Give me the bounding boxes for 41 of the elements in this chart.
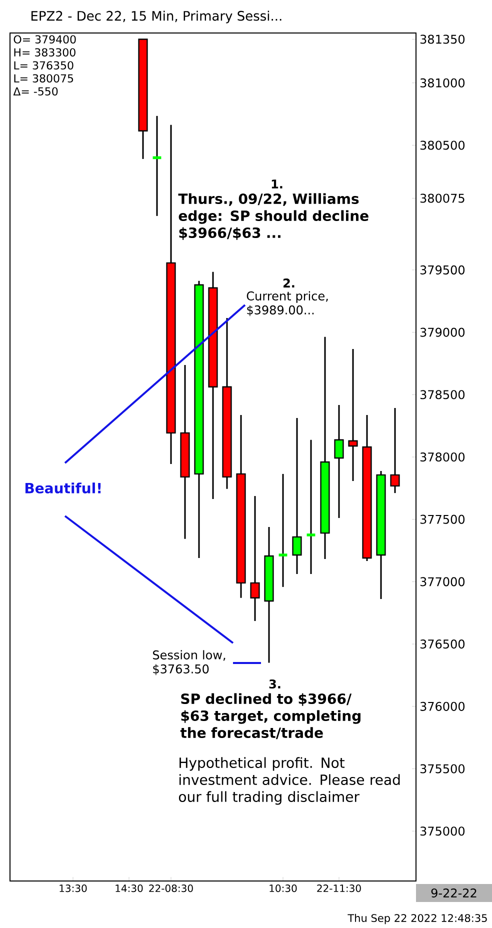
y-tick-label: 380500 <box>420 140 465 150</box>
annotation: L= 380075 <box>14 74 74 83</box>
x-tick-label: 10:30 <box>270 884 297 892</box>
x-tick-label: 14:30 <box>116 884 143 892</box>
y-tick-label: 381000 <box>420 78 465 88</box>
annotation: Session low, $3763.50 <box>152 650 226 676</box>
annotation: SP declined to $3966/ $63 target, completing the forecast/trade <box>180 693 360 740</box>
x-tick-label: 13:30 <box>60 884 87 892</box>
y-tick-label: 381350 <box>420 34 465 44</box>
y-tick-label: 375500 <box>420 764 465 774</box>
candlestick <box>292 417 302 575</box>
annotation: Current price, $3989.00... <box>246 291 328 316</box>
y-tick-label: 379500 <box>420 265 465 274</box>
y-tick-label: 378500 <box>420 390 465 400</box>
y-tick-label: 379000 <box>420 328 465 337</box>
x-tick-label: 22-08:30 <box>149 884 193 892</box>
y-tick-label: 375000 <box>420 826 465 836</box>
annotation: H= 383300 <box>14 48 76 57</box>
candlestick <box>250 495 260 622</box>
y-tick-label: 376000 <box>420 702 465 711</box>
annotation: Hypothetical profit. Not investment advice. Please read our full trading disclaimer <box>178 757 400 805</box>
annotation: O= 379400 <box>14 35 76 44</box>
candlestick <box>390 407 400 494</box>
chart-title: EPZ2 - Dec 22, 15 Min, Primary Sessi... <box>31 10 282 24</box>
annotation: 3. <box>269 679 280 689</box>
y-tick-label: 380075 <box>420 194 464 203</box>
text: Thu Sep 22 2022 12:48:35 <box>348 914 487 924</box>
annotation: L= 376350 <box>14 61 74 70</box>
annotation: 2. <box>283 278 294 288</box>
annotation: 1. <box>272 180 282 188</box>
text: 9-22-22 <box>431 888 476 898</box>
y-tick-label: 377000 <box>420 577 465 586</box>
annotation: Δ= -550 <box>13 87 58 96</box>
candlestick <box>348 348 358 482</box>
y-tick-label: 376500 <box>420 640 465 649</box>
x-tick-label: 22-11:30 <box>317 884 361 892</box>
annotation: Beautiful! <box>25 482 101 494</box>
y-tick-label: 378000 <box>420 452 465 462</box>
candlestick <box>334 404 344 519</box>
annotation: Thurs., 09/22, Williams edge: SP should decline $3966/$63 ... <box>178 193 368 240</box>
y-tick-label: 377500 <box>420 514 465 524</box>
